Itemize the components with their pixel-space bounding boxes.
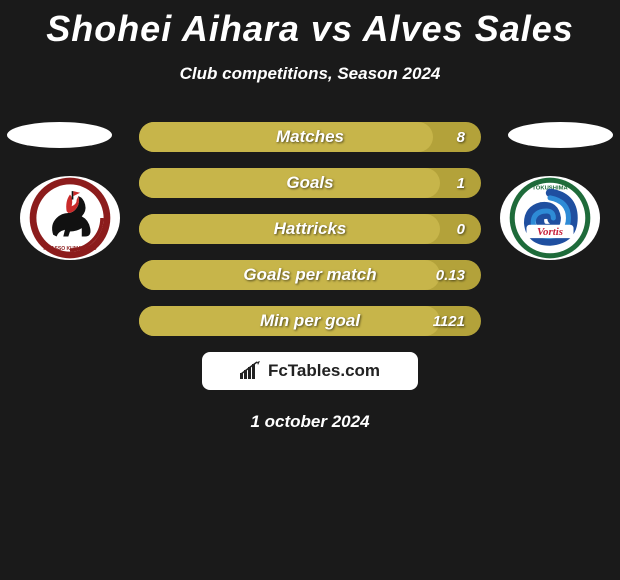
stat-row: Min per goal1121: [139, 306, 481, 336]
comparison-panel: ROASSO KUMAMOTO TOKUSHIMA Vortis: [0, 122, 620, 432]
stat-label: Goals: [139, 173, 481, 193]
stat-label: Matches: [139, 127, 481, 147]
subtitle: Club competitions, Season 2024: [0, 64, 620, 84]
stat-value: 1121: [433, 313, 465, 330]
stat-value: 0.13: [436, 267, 465, 284]
brand-box: FcTables.com: [202, 352, 418, 390]
stat-value: 0: [457, 221, 465, 238]
stat-row: Matches8: [139, 122, 481, 152]
stat-row: Goals1: [139, 168, 481, 198]
right-club-badge: TOKUSHIMA Vortis: [500, 176, 600, 260]
stat-value: 8: [457, 129, 465, 146]
stat-label: Goals per match: [139, 265, 481, 285]
left-player-placeholder: [7, 122, 112, 148]
bar-chart-icon: [240, 361, 262, 381]
stat-value: 1: [457, 175, 465, 192]
date-text: 1 october 2024: [0, 412, 620, 432]
page-title: Shohei Aihara vs Alves Sales: [0, 0, 620, 50]
svg-text:ROASSO KUMAMOTO: ROASSO KUMAMOTO: [43, 246, 96, 252]
stat-row: Hattricks0: [139, 214, 481, 244]
stat-row: Goals per match0.13: [139, 260, 481, 290]
stat-label: Min per goal: [139, 311, 481, 331]
right-player-placeholder: [508, 122, 613, 148]
left-club-badge: ROASSO KUMAMOTO: [20, 176, 120, 260]
roasso-badge-icon: ROASSO KUMAMOTO: [20, 176, 120, 260]
stat-rows: Matches8Goals1Hattricks0Goals per match0…: [139, 122, 481, 336]
brand-text: FcTables.com: [268, 361, 380, 381]
stat-label: Hattricks: [139, 219, 481, 239]
vortis-badge-icon: TOKUSHIMA Vortis: [500, 176, 600, 260]
svg-text:Vortis: Vortis: [537, 226, 563, 238]
